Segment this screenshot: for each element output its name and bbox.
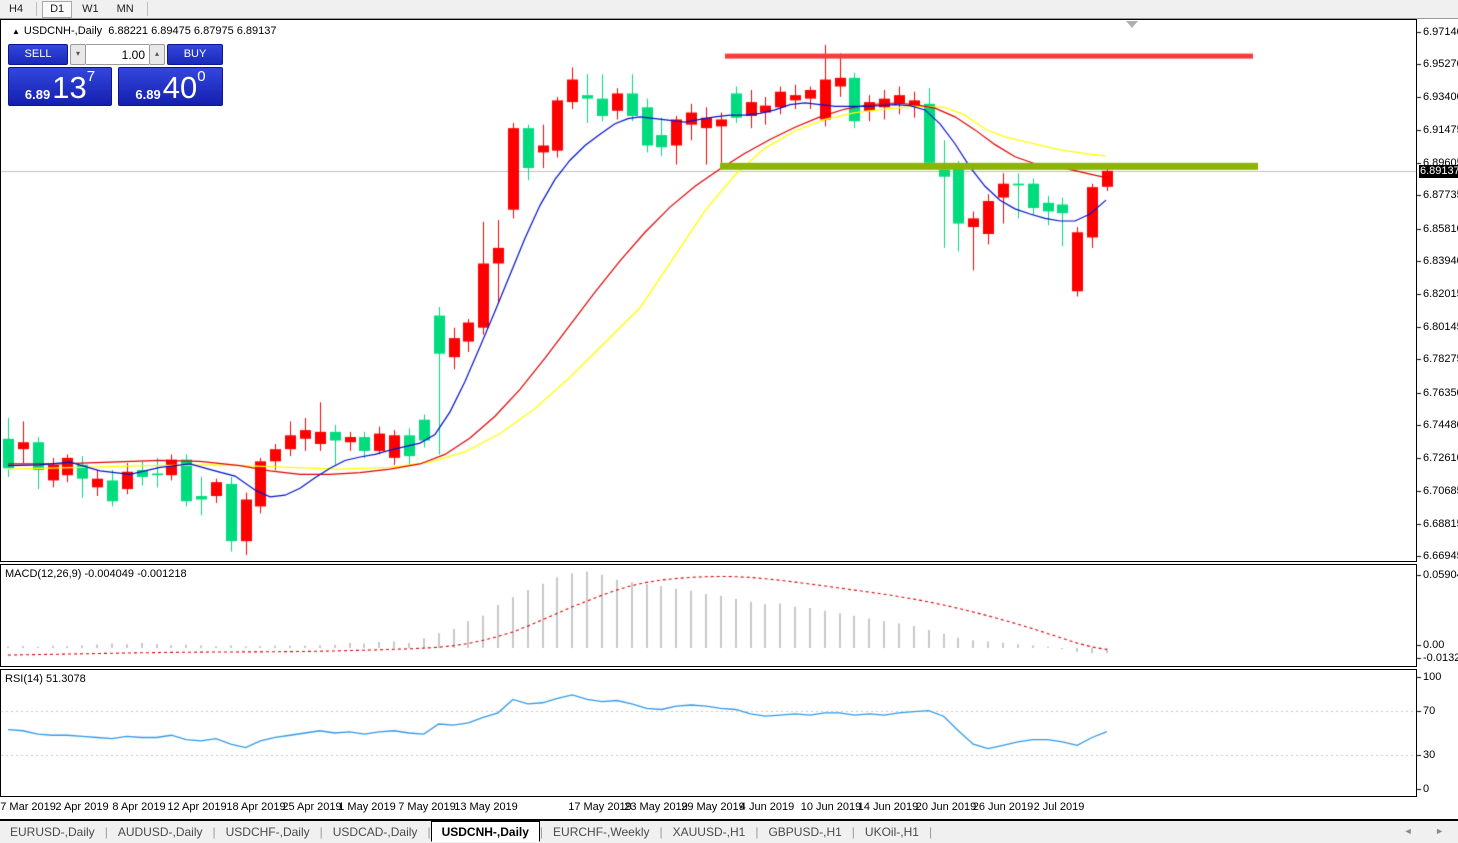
rsi-axis-label: 70 xyxy=(1423,704,1436,717)
macd-axis-label: -0.013248 xyxy=(1423,652,1458,664)
price-axis-label: 6.74480 xyxy=(1423,419,1458,432)
buy-price-button[interactable]: 6.89 40 0 xyxy=(118,67,223,106)
chart-tab-eurchf[interactable]: EURCHF-,Weekly xyxy=(553,825,650,839)
price-axis-label: 6.66945 xyxy=(1423,550,1458,562)
toolbar-separator xyxy=(36,2,38,16)
sell-price-button[interactable]: 6.89 13 7 xyxy=(8,67,112,106)
tab-separator: | xyxy=(539,825,544,839)
chart-tab-bar: EURUSD-,Daily | AUDUSD-,Daily | USDCHF-,Dail… xyxy=(0,820,1458,843)
date-axis-label: 29 May 2019 xyxy=(681,801,745,813)
chart-tab-usdchf[interactable]: USDCHF-,Daily xyxy=(225,825,310,839)
rsi-axis-label: 0 xyxy=(1423,783,1430,795)
date-axis-label: 1 May 2019 xyxy=(338,801,396,813)
price-axis-label: 6.91475 xyxy=(1423,124,1458,137)
date-axis-label: 27 Mar 2019 xyxy=(0,801,56,813)
macd-label: MACD(12,26,9) -0.004049 -0.001218 xyxy=(5,568,187,580)
chart-tab-usdcnh[interactable]: USDCNH-,Daily xyxy=(430,820,540,842)
rsi-label: RSI(14) 51.3078 xyxy=(5,673,86,685)
chart-tab-xauusd[interactable]: XAUUSD-,H1 xyxy=(672,825,746,839)
buy-price-point: 0 xyxy=(197,68,206,85)
date-axis-label: 12 Apr 2019 xyxy=(167,801,227,813)
chart-tab-audusd[interactable]: AUDUSD-,Daily xyxy=(117,825,203,839)
chart-shift-marker-icon[interactable] xyxy=(1126,21,1138,28)
price-axis-label: 6.80145 xyxy=(1423,320,1458,333)
price-axis-label: 6.70685 xyxy=(1423,485,1458,498)
tab-separator: | xyxy=(928,825,933,839)
date-axis-label: 2 Jul 2019 xyxy=(1033,801,1085,813)
sell-price-point: 7 xyxy=(86,68,96,85)
tab-separator: | xyxy=(659,825,663,839)
price-axis-label: 6.82015 xyxy=(1423,288,1458,301)
date-axis-label: 25 Apr 2019 xyxy=(282,801,342,813)
date-axis-label: 18 Apr 2019 xyxy=(226,801,286,813)
rsi-axis-label: 100 xyxy=(1423,671,1442,683)
toolbar-separator xyxy=(146,2,148,16)
date-axis-label: 23 May 2019 xyxy=(624,801,688,813)
price-axis-label: 6.97140 xyxy=(1423,26,1458,38)
date-axis-label: 17 May 2019 xyxy=(568,801,632,813)
tab-scroll-arrows[interactable]: ◄ ► xyxy=(1403,826,1454,836)
timeframe-toolbar: H4 D1 W1 MN xyxy=(0,0,1458,19)
price-axis-label: 6.87735 xyxy=(1423,189,1458,202)
date-axis-label: 13 May 2019 xyxy=(454,801,518,813)
price-axis-label: 6.95270 xyxy=(1423,58,1458,71)
price-axis-label: 6.72610 xyxy=(1423,451,1458,464)
price-axis-label: 6.78275 xyxy=(1423,353,1458,366)
tab-separator: | xyxy=(104,825,108,839)
chart-tab-eurusd[interactable]: EURUSD-,Daily xyxy=(10,825,95,839)
price-axis-label: 6.76350 xyxy=(1423,386,1458,399)
chart-tab-usdcad[interactable]: USDCAD-,Daily xyxy=(332,825,418,839)
timeframe-w1-button[interactable]: W1 xyxy=(82,2,99,15)
date-axis-label: 10 Jun 2019 xyxy=(800,801,862,813)
sell-button[interactable]: SELL xyxy=(8,44,68,65)
sell-price-pips: 13 xyxy=(52,70,87,105)
chart-tab-gbpusd[interactable]: GBPUSD-,H1 xyxy=(768,825,842,839)
sell-price-base: 6.89 xyxy=(24,87,51,102)
rsi-axis-label: 30 xyxy=(1423,749,1436,762)
volume-input[interactable] xyxy=(86,44,149,65)
tab-separator: | xyxy=(212,825,216,839)
price-axis-label: 6.68815 xyxy=(1423,517,1458,530)
buy-button[interactable]: BUY xyxy=(167,44,223,65)
tab-separator: | xyxy=(427,825,431,839)
macd-axis-label: 0.059048 xyxy=(1423,569,1458,581)
date-axis-label: 20 Jun 2019 xyxy=(915,801,977,813)
price-axis-label: 6.85810 xyxy=(1423,222,1458,235)
date-axis-label: 26 Jun 2019 xyxy=(972,801,1034,813)
date-axis-label: 8 Apr 2019 xyxy=(112,801,166,813)
macd-axis-label: 0.00 xyxy=(1423,639,1445,651)
tab-separator: | xyxy=(319,825,323,839)
volume-increase-button[interactable]: ▴ xyxy=(149,44,165,65)
price-axis-label: 6.83940 xyxy=(1423,255,1458,268)
symbol-ohlc: 6.88221 6.89475 6.87975 6.89137 xyxy=(108,25,277,37)
date-axis-label: 2 Apr 2019 xyxy=(55,801,109,813)
tab-separator: | xyxy=(755,825,759,839)
symbol-info: ▲ USDCNH-,Daily 6.88221 6.89475 6.87975 6… xyxy=(12,25,277,37)
collapse-arrow-icon[interactable]: ▲ xyxy=(12,27,20,36)
price-axis-label: 6.93400 xyxy=(1423,90,1458,103)
date-axis-label: 7 May 2019 xyxy=(398,801,456,813)
bid-price-badge: 6.89137 xyxy=(1419,164,1458,178)
divider xyxy=(0,819,1458,821)
date-axis-label: 4 Jun 2019 xyxy=(739,801,795,813)
date-axis-label: 14 Jun 2019 xyxy=(857,801,919,813)
tab-separator: | xyxy=(851,825,855,839)
timeframe-h4-button[interactable]: H4 xyxy=(9,2,24,15)
timeframe-d1-button[interactable]: D1 xyxy=(42,0,73,18)
chart-tab-ukoil[interactable]: UKOil-,H1 xyxy=(864,825,919,839)
timeframe-mn-button[interactable]: MN xyxy=(116,2,134,15)
buy-price-base: 6.89 xyxy=(135,87,161,102)
buy-price-pips: 40 xyxy=(162,70,198,105)
volume-decrease-button[interactable]: ▾ xyxy=(70,44,86,65)
symbol-name: USDCNH-,Daily xyxy=(23,25,103,37)
